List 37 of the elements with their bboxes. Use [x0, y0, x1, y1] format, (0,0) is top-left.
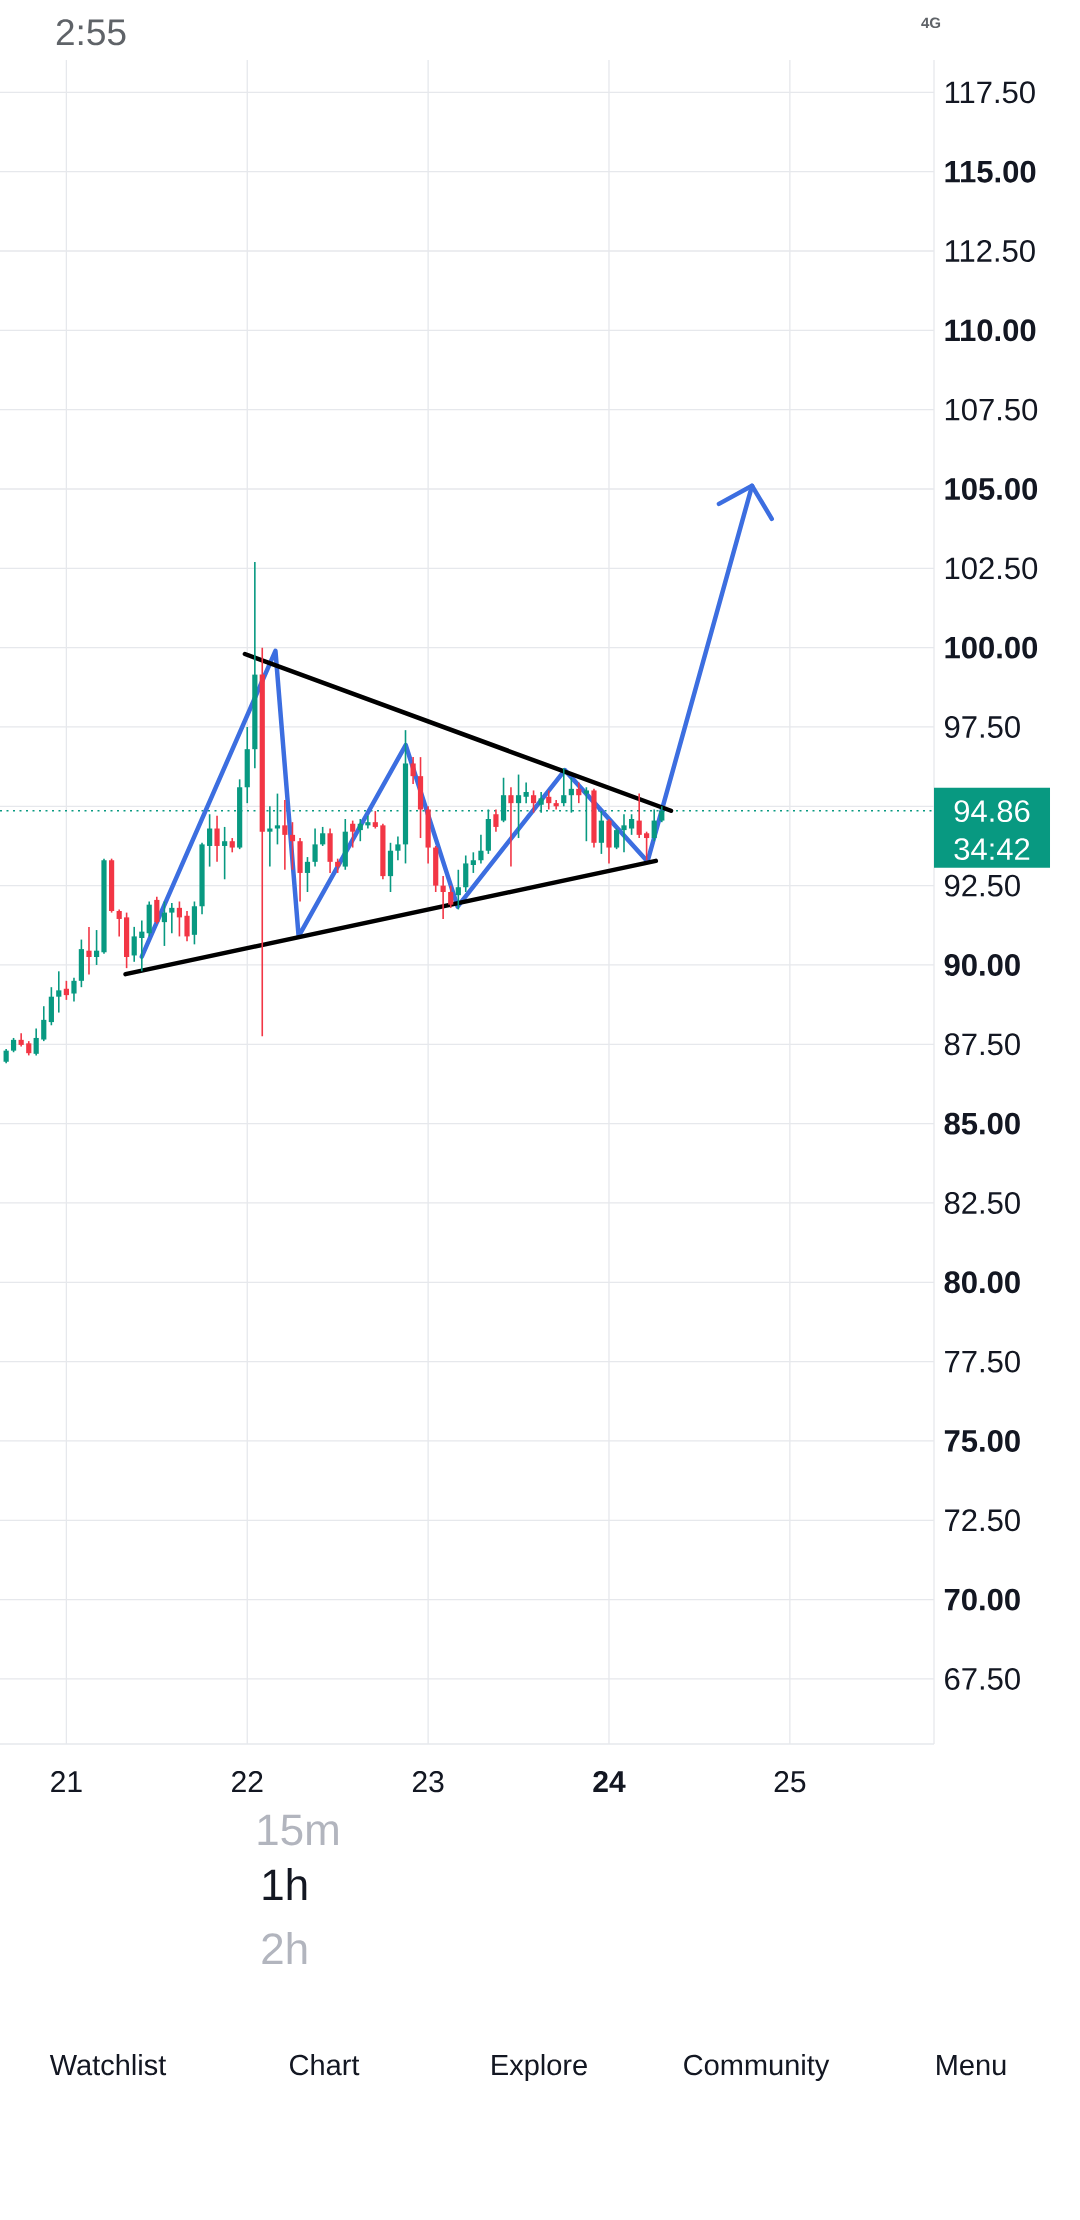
y-tick-label: 100.00 [945, 636, 1038, 659]
y-tick-label: 90.00 [944, 953, 1020, 976]
text: Menu [937, 2055, 1006, 2076]
y-tick-label: 117.50 [945, 81, 1035, 104]
ref-line-label: 94.86 [954, 800, 1030, 823]
text: 2h [262, 1932, 307, 1964]
y-tick-label: 82.50 [944, 1191, 1020, 1214]
y-tick-label: 80.00 [944, 1271, 1020, 1294]
x-tick-label: 24 [593, 1771, 626, 1792]
y-tick-label: 110.00 [945, 319, 1036, 342]
text: Watchlist [49, 2053, 167, 2076]
text: Explore [492, 2053, 587, 2082]
y-tick-label: 92.50 [945, 874, 1020, 897]
x-tick-label: 22 [232, 1771, 263, 1792]
y-tick-label: 72.50 [945, 1509, 1020, 1532]
y-tick-label: 70.00 [944, 1588, 1020, 1611]
x-tick-label: 25 [774, 1771, 806, 1793]
text: 2:55 [56, 19, 126, 46]
y-tick-label: 97.50 [945, 716, 1020, 738]
y-tick-label: 112.50 [945, 240, 1035, 262]
y-tick-label: 87.50 [944, 1033, 1020, 1056]
text: 34:42 [954, 838, 1030, 861]
y-tick-label: 105.00 [945, 478, 1038, 500]
y-tick-label: 67.50 [945, 1667, 1020, 1690]
x-tick-label: 21 [51, 1771, 82, 1792]
y-tick-label: 75.00 [944, 1429, 1020, 1452]
text: Community [684, 2053, 830, 2082]
text: 1h [263, 1868, 307, 1900]
y-tick-label: 115.00 [945, 160, 1036, 183]
y-tick-label: 107.50 [945, 398, 1038, 421]
text: Chart [290, 2053, 360, 2076]
text: 4G [921, 17, 941, 29]
text: 15m [258, 1814, 338, 1846]
x-tick-label: 23 [412, 1771, 444, 1793]
y-tick-label: 102.50 [945, 557, 1038, 580]
y-tick-label: 77.50 [945, 1350, 1020, 1373]
y-tick-label: 85.00 [944, 1112, 1020, 1135]
